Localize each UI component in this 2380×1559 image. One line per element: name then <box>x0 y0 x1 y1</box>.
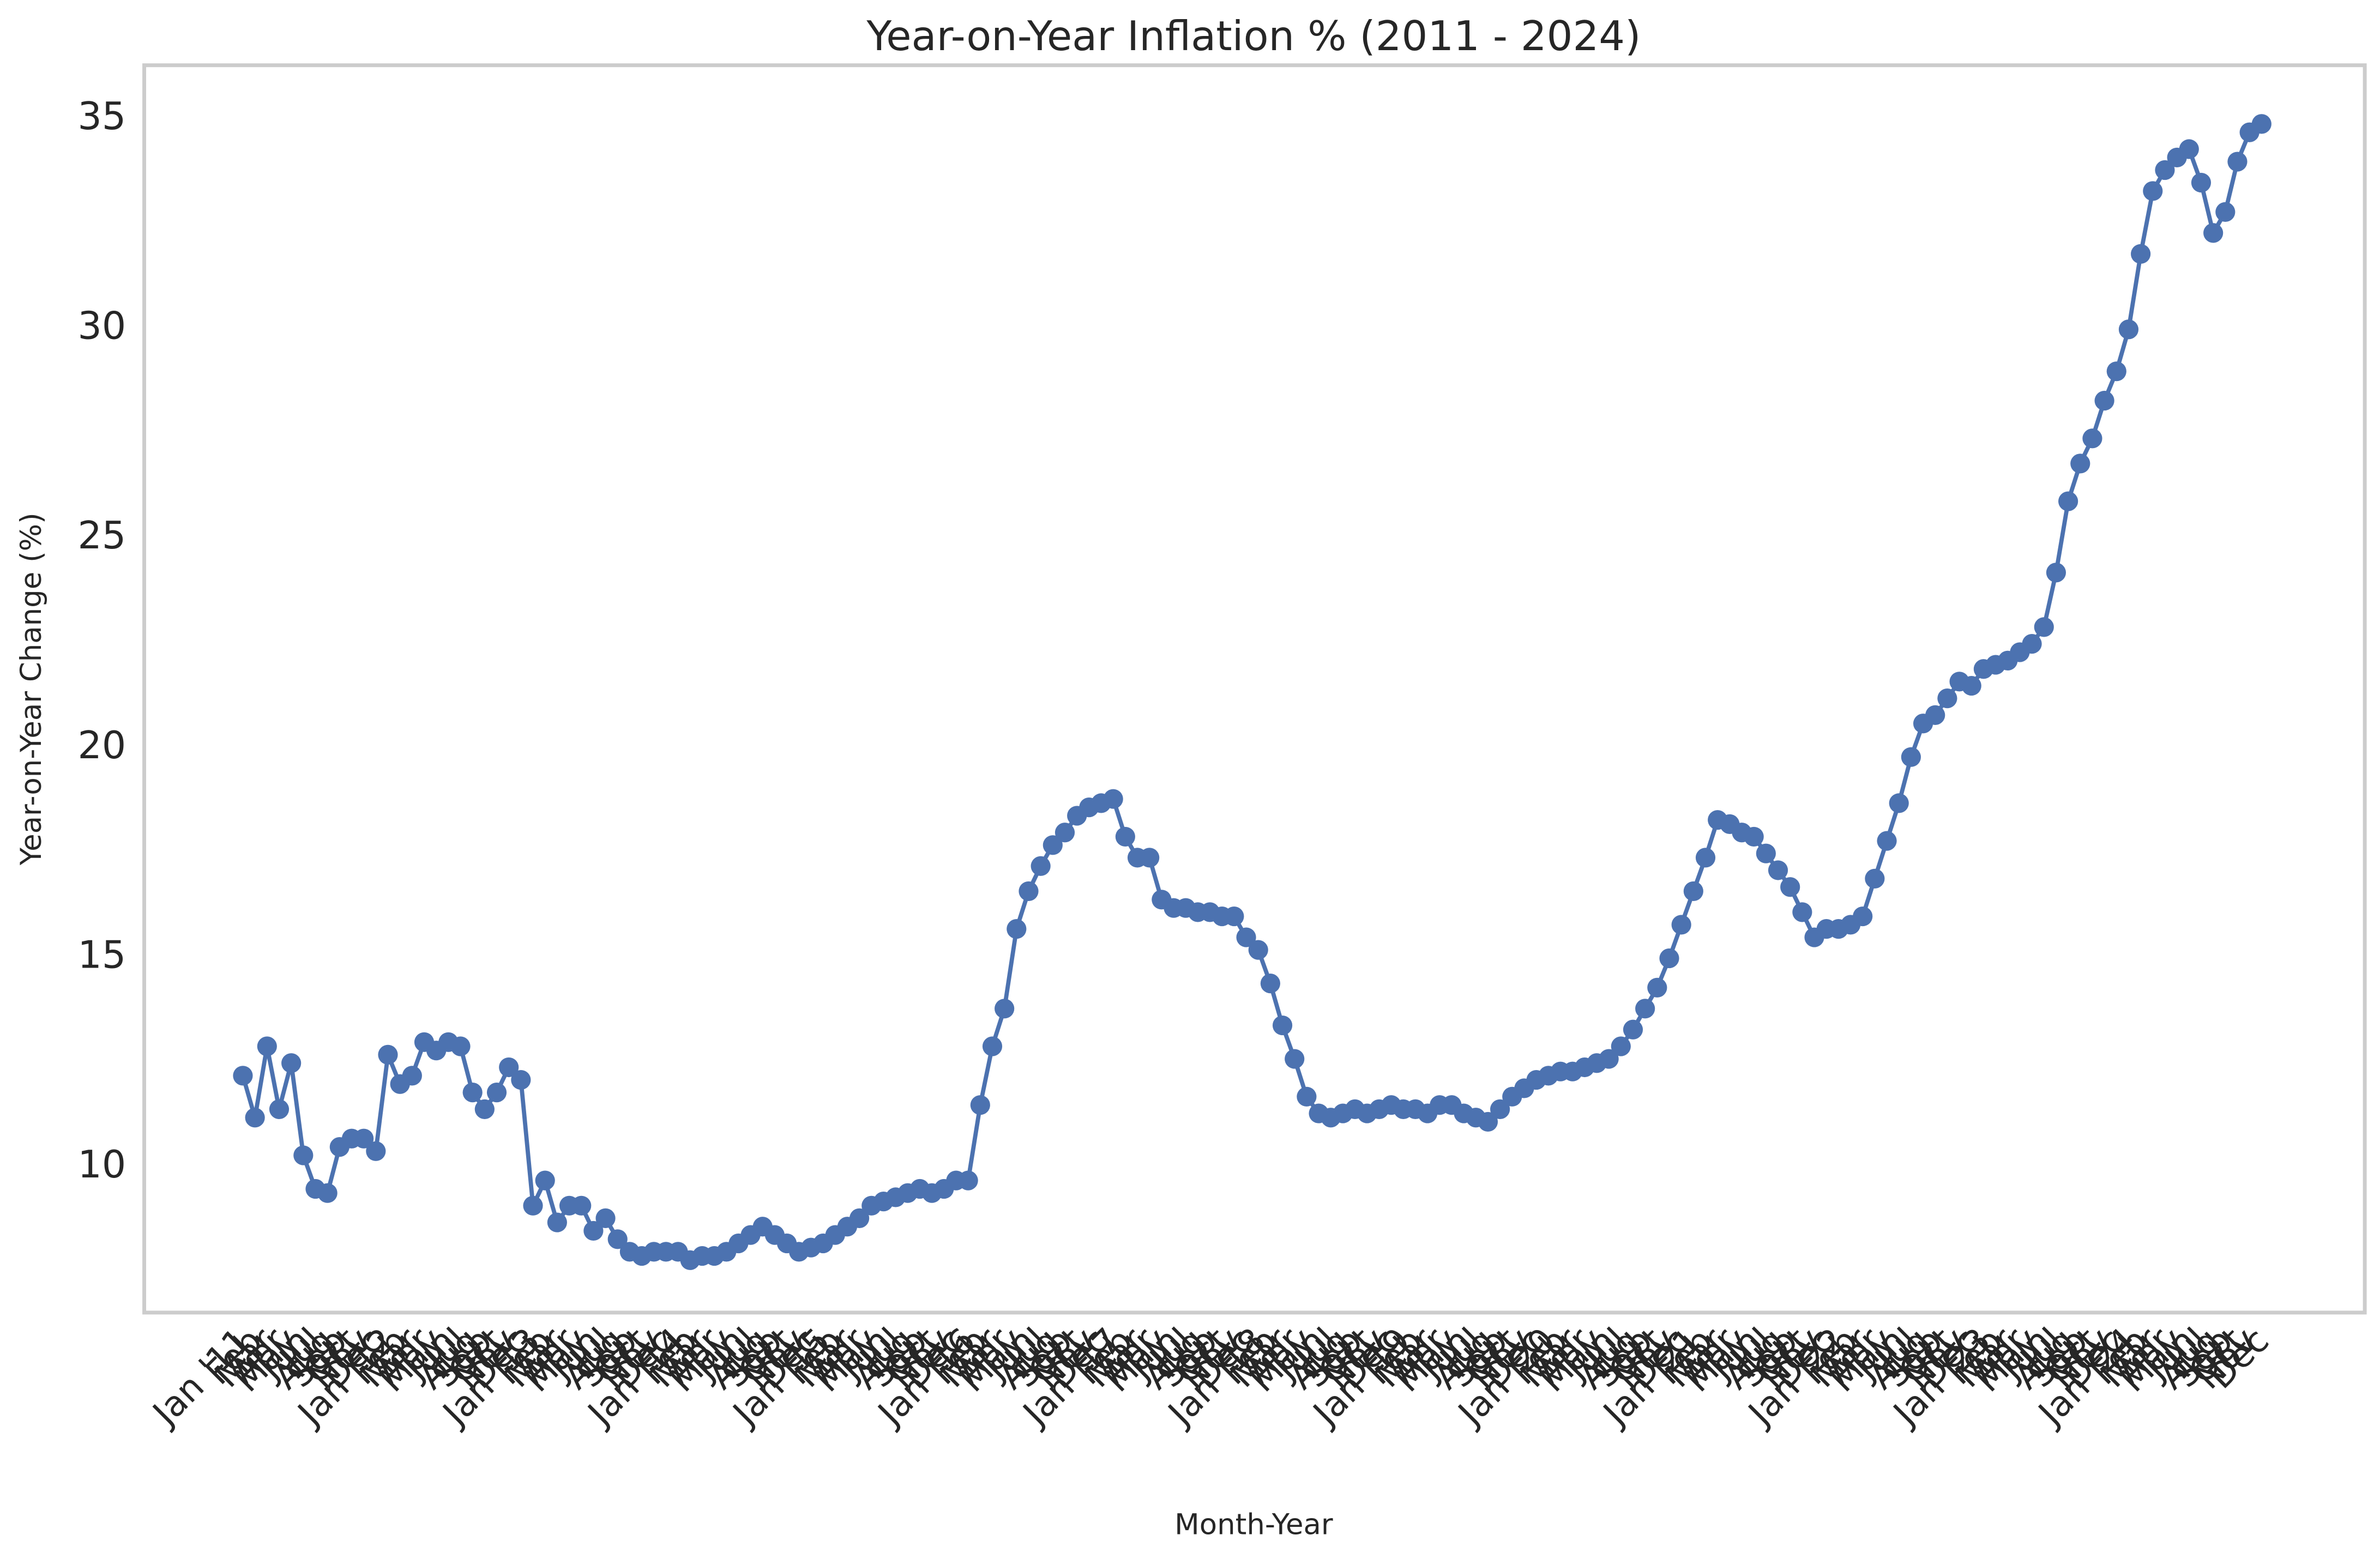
marker <box>1865 868 1885 889</box>
marker <box>2082 428 2102 449</box>
marker <box>281 1053 302 1073</box>
marker <box>2106 361 2126 382</box>
y-tick-label: 10 <box>78 1143 126 1187</box>
marker <box>511 1069 531 1090</box>
marker <box>2070 454 2090 474</box>
marker <box>1853 906 1873 927</box>
marker <box>2034 617 2054 637</box>
y-tick-label: 30 <box>78 304 126 348</box>
marker <box>1490 1099 1510 1119</box>
marker <box>1937 688 1957 709</box>
marker <box>2179 139 2199 159</box>
marker <box>958 1170 978 1191</box>
y-tick-label: 15 <box>78 933 126 977</box>
marker <box>462 1083 483 1103</box>
marker <box>535 1170 555 1191</box>
marker <box>1961 675 1981 696</box>
marker <box>1007 919 1027 939</box>
marker <box>2131 244 2151 264</box>
marker <box>366 1141 386 1161</box>
marker <box>2118 319 2139 340</box>
marker <box>1877 831 1897 851</box>
marker <box>571 1195 592 1216</box>
marker <box>995 999 1015 1019</box>
marker <box>1224 906 1244 927</box>
marker <box>583 1220 604 1241</box>
marker <box>293 1145 314 1165</box>
marker <box>1248 940 1268 960</box>
marker <box>1611 1036 1631 1056</box>
y-tick-label: 25 <box>78 513 126 558</box>
x-axis-label: Month-Year <box>1174 1508 1333 1541</box>
marker <box>547 1212 567 1232</box>
marker <box>2046 563 2066 583</box>
marker <box>2058 491 2078 511</box>
marker <box>982 1036 1003 1056</box>
plot-frame <box>142 63 2367 1315</box>
marker <box>1695 848 1716 868</box>
marker <box>2227 152 2248 172</box>
chart-title: Year-on-Year Inflation % (2011 - 2024) <box>866 12 1641 60</box>
marker <box>1659 948 1679 969</box>
marker <box>1756 843 1776 863</box>
marker <box>2094 390 2114 411</box>
marker <box>1236 927 1256 947</box>
y-axis-label: Year-on-Year Change (%) <box>15 512 48 866</box>
marker <box>2143 181 2163 201</box>
marker <box>2155 160 2175 180</box>
marker <box>1925 705 1945 725</box>
marker <box>1055 823 1075 843</box>
marker <box>1019 881 1039 902</box>
marker <box>257 1036 277 1056</box>
marker <box>1272 1015 1293 1036</box>
marker <box>2203 223 2224 243</box>
marker <box>607 1229 628 1249</box>
marker <box>1043 835 1063 855</box>
marker <box>1478 1111 1498 1132</box>
marker <box>1031 856 1051 876</box>
marker <box>595 1208 616 1228</box>
marker <box>378 1044 398 1065</box>
marker <box>1768 860 1788 880</box>
marker <box>1115 826 1135 847</box>
marker <box>450 1036 471 1056</box>
marker <box>2215 202 2236 222</box>
marker <box>354 1128 374 1149</box>
marker <box>1744 826 1764 847</box>
marker <box>970 1095 990 1115</box>
marker <box>1285 1049 1305 1069</box>
marker <box>486 1083 507 1103</box>
marker <box>523 1195 543 1216</box>
marker <box>1671 915 1691 935</box>
marker <box>474 1099 495 1119</box>
line <box>240 122 2263 1262</box>
marker <box>499 1057 519 1078</box>
marker <box>1623 1019 1643 1040</box>
marker <box>1647 977 1667 998</box>
marker <box>1103 789 1123 809</box>
marker <box>1297 1086 1317 1107</box>
marker <box>1683 881 1703 902</box>
marker <box>233 1066 253 1086</box>
y-tick-label: 35 <box>78 94 126 138</box>
marker <box>2022 634 2042 654</box>
y-tick-label: 20 <box>78 723 126 768</box>
marker <box>1780 877 1800 897</box>
marker <box>2191 172 2212 193</box>
marker <box>317 1183 338 1203</box>
marker <box>1599 1049 1619 1069</box>
marker <box>1889 793 1909 813</box>
marker <box>1140 848 1160 868</box>
marker <box>2251 114 2271 134</box>
marker <box>1792 902 1812 922</box>
marker <box>245 1108 265 1128</box>
marker <box>1635 999 1655 1019</box>
marker <box>1901 747 1921 767</box>
marker <box>1260 974 1280 994</box>
marker <box>849 1208 870 1228</box>
marker <box>269 1099 290 1119</box>
marker <box>402 1066 422 1086</box>
